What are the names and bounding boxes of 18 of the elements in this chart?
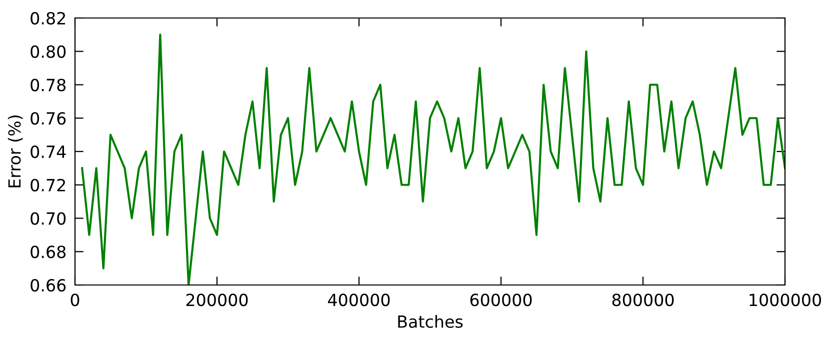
y-tick-label: 0.70 bbox=[30, 212, 66, 225]
y-axis-title: Error (%) bbox=[8, 116, 23, 188]
x-tick-label: 600000 bbox=[470, 294, 532, 306]
y-tick-label: 0.76 bbox=[30, 112, 66, 125]
line-series bbox=[81, 34, 785, 285]
x-tick-label: 400000 bbox=[328, 294, 390, 306]
y-tick-label: 0.72 bbox=[30, 178, 65, 192]
x-tick-label: 200000 bbox=[186, 294, 248, 306]
y-tick-label: 0.80 bbox=[30, 45, 66, 58]
x-axis-title: Batches bbox=[398, 315, 463, 328]
y-tick-label: 0.74 bbox=[30, 145, 66, 158]
y-tick-label: 0.78 bbox=[30, 78, 66, 92]
y-tick-label: 0.82 bbox=[30, 12, 65, 25]
x-tick-label: 1000000 bbox=[750, 294, 822, 306]
x-tick-label: 800000 bbox=[612, 294, 674, 306]
y-tick-label: 0.68 bbox=[30, 246, 66, 258]
y-tick-label: 0.66 bbox=[30, 278, 66, 292]
x-tick-label: 0 bbox=[70, 294, 80, 306]
